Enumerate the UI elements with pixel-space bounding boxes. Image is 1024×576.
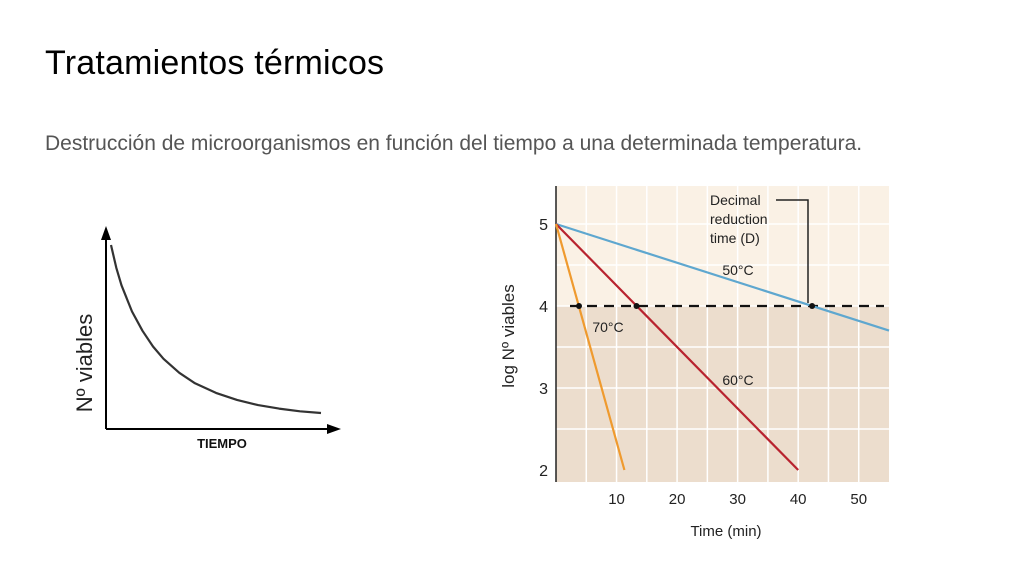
series-label: 70°C [592,319,623,335]
y-axis-arrowhead [101,226,111,240]
series-line-50c [555,222,890,332]
x-axis-label: TIEMPO [197,436,247,451]
d-value-point [576,303,583,309]
d-value-point [633,303,640,309]
y-tick-label: 5 [539,217,548,234]
x-tick-label: 40 [790,491,807,508]
y-tick-label: 2 [539,463,548,480]
annotation-text: time (D) [710,230,760,246]
series-label: 60°C [722,372,753,388]
x-tick-label: 50 [850,491,867,508]
survival-curve [109,244,322,415]
d-value-point [809,303,816,309]
slide-subtitle: Destrucción de microorganismos en funció… [45,132,863,155]
x-tick-label: 20 [669,491,686,508]
y-tick-label: 3 [539,381,548,398]
x-axis-label: Time (min) [690,523,761,540]
y-tick-label: 4 [539,299,548,316]
annotation-text: Decimal [710,192,761,208]
series-label: 50°C [722,262,753,278]
slide-title: Tratamientos térmicos [45,44,385,82]
annotation-text: reduction [710,211,768,227]
annotation-leader [776,199,809,303]
x-tick-label: 30 [729,491,746,508]
series-line-70c [554,223,626,471]
series-line-60c [555,223,799,471]
y-axis-label: Nº viables [72,314,97,413]
y-axis-label: log Nº viables [499,284,518,388]
x-tick-label: 10 [608,491,625,508]
x-axis-arrowhead [327,424,341,434]
